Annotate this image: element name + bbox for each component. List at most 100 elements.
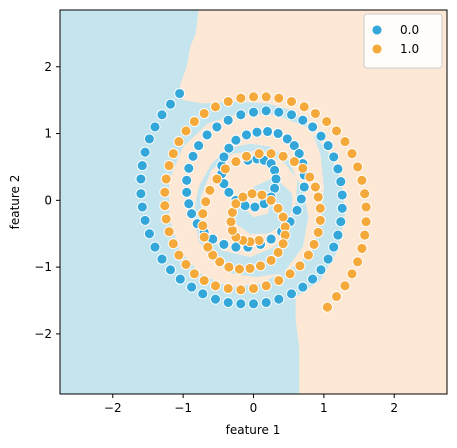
data-point <box>219 163 231 175</box>
data-point <box>248 106 259 118</box>
data-point <box>293 148 305 160</box>
data-point <box>277 150 289 162</box>
data-point <box>255 260 266 272</box>
data-point <box>314 202 326 214</box>
y-axis-ticks: −2 −1 0 1 2 <box>34 60 60 341</box>
data-point <box>298 181 310 193</box>
data-point <box>265 254 277 266</box>
data-point <box>297 162 309 174</box>
data-point <box>291 204 303 216</box>
data-point <box>360 216 372 228</box>
data-point <box>180 125 192 137</box>
data-point <box>188 268 200 280</box>
data-point <box>149 241 161 253</box>
data-point <box>197 208 209 220</box>
data-point <box>241 129 252 141</box>
data-point <box>197 220 209 232</box>
data-point <box>294 260 306 272</box>
data-points <box>135 88 372 313</box>
data-point <box>143 133 155 145</box>
data-point <box>288 140 300 152</box>
data-point <box>244 262 256 274</box>
data-point <box>174 273 186 285</box>
data-point <box>339 136 351 148</box>
legend-marker <box>371 43 383 55</box>
series-0.0 <box>135 88 348 310</box>
data-point <box>307 273 319 285</box>
data-point <box>136 160 148 172</box>
data-point <box>207 249 219 261</box>
data-point <box>286 109 297 121</box>
data-point <box>352 256 364 268</box>
data-point <box>309 108 321 119</box>
legend: 0.01.0 <box>363 13 443 69</box>
series-1.0 <box>159 91 372 313</box>
data-point <box>270 173 282 185</box>
data-point <box>167 148 179 160</box>
data-point <box>218 151 230 163</box>
data-point <box>165 264 176 276</box>
data-point <box>356 242 368 254</box>
data-point <box>309 181 321 193</box>
data-point <box>197 288 209 300</box>
data-point <box>288 156 300 168</box>
data-point <box>160 173 172 185</box>
data-point <box>204 184 216 196</box>
data-point <box>328 241 340 253</box>
y-tick-label: 0 <box>44 193 52 207</box>
data-point <box>222 114 234 126</box>
data-point <box>186 208 198 220</box>
data-point <box>174 88 186 99</box>
legend-marker <box>371 24 383 36</box>
data-point <box>237 191 249 203</box>
data-point <box>183 162 195 174</box>
legend-box <box>363 13 443 69</box>
data-point <box>210 280 221 292</box>
data-point <box>223 186 235 198</box>
data-point <box>223 142 235 154</box>
data-point <box>273 106 285 118</box>
data-point <box>339 280 351 292</box>
data-point <box>265 233 277 245</box>
data-point <box>225 216 237 228</box>
data-point <box>222 297 234 308</box>
data-point <box>181 186 193 198</box>
data-point <box>235 109 247 121</box>
data-point <box>249 201 261 213</box>
data-point <box>312 226 324 238</box>
data-point <box>173 249 185 261</box>
data-point <box>302 249 314 261</box>
data-point <box>256 189 268 201</box>
data-point <box>312 191 324 203</box>
data-point <box>210 101 221 113</box>
data-point <box>222 96 234 107</box>
data-point <box>314 214 326 226</box>
data-point <box>346 268 358 280</box>
data-point <box>233 263 245 275</box>
data-point <box>359 188 371 200</box>
plot-area <box>60 10 447 394</box>
data-point <box>272 246 284 258</box>
data-point <box>248 298 259 310</box>
data-point <box>210 293 221 305</box>
data-point <box>322 253 334 265</box>
data-point <box>173 136 185 148</box>
data-point <box>218 238 230 250</box>
y-tick-label: −1 <box>34 260 52 274</box>
data-point <box>331 125 342 137</box>
data-point <box>273 293 285 305</box>
data-point <box>260 297 272 308</box>
data-point <box>136 201 148 213</box>
data-point <box>235 284 247 296</box>
data-point <box>335 216 347 228</box>
data-point <box>159 186 171 198</box>
legend-label: 0.0 <box>400 23 419 37</box>
data-point <box>211 121 223 133</box>
data-point <box>202 241 214 253</box>
data-point <box>356 174 368 186</box>
data-point <box>298 101 310 113</box>
data-point <box>188 116 200 127</box>
data-point <box>328 151 340 163</box>
data-point <box>332 163 344 175</box>
data-point <box>335 176 347 188</box>
